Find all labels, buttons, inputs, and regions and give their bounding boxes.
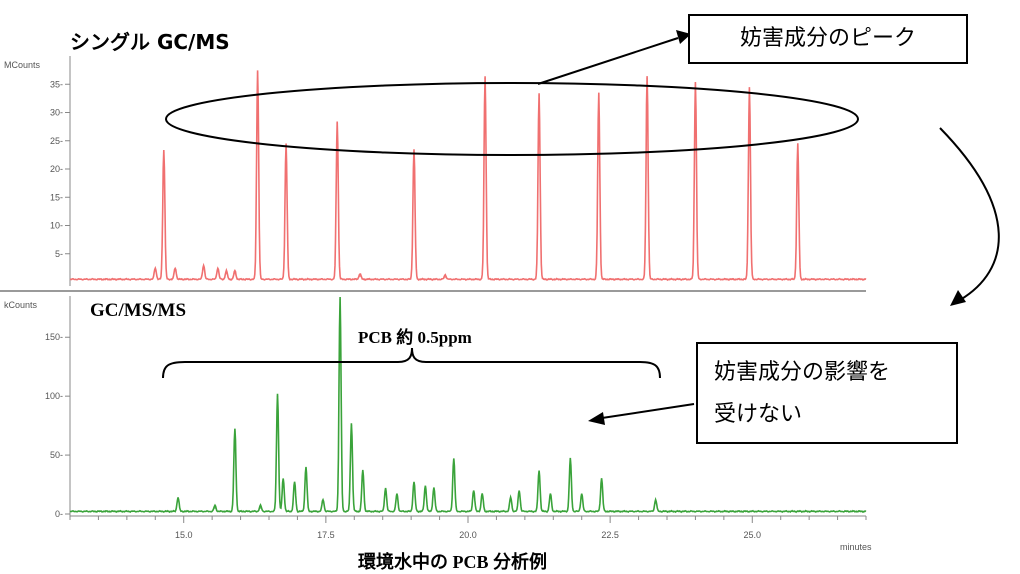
bottom-peak-point — [234, 430, 236, 433]
pcb-range-brace — [162, 347, 661, 379]
top-peak-point — [174, 269, 176, 272]
bottom-peak-point — [350, 424, 353, 427]
top-y-tick-label: 35- — [50, 79, 63, 89]
top-peak-point — [694, 83, 697, 86]
callout-bottom-arrow-line — [601, 403, 695, 419]
bottom-peak-point — [339, 298, 341, 301]
bottom-peak-point — [481, 495, 484, 498]
top-y-tick-label: 15- — [50, 192, 63, 202]
bottom-peak-point — [214, 507, 216, 509]
bottom-peak-point — [580, 495, 583, 498]
callout-top-arrowhead — [676, 30, 691, 44]
top-panel-title: シングル GC/MS — [70, 30, 230, 54]
top-peak-point — [646, 77, 648, 80]
top-peak-point — [444, 276, 447, 279]
axes-group: MCounts 5- 10- 15- 20- 25- 30- 35- kCounts 0- 50- 1… — [0, 56, 872, 552]
bottom-y-axis-unit: kCounts — [4, 300, 38, 310]
bottom-peak-point — [396, 495, 398, 498]
bottom-peak-point — [177, 499, 179, 501]
top-y-tick-label: 30- — [50, 108, 63, 118]
top-peak-point — [202, 267, 205, 269]
bottom-peak-point — [549, 495, 552, 498]
curved-arrow-line — [939, 127, 1000, 301]
bottom-peak-point — [538, 471, 540, 474]
x-tick-label: 17.5 — [317, 530, 335, 540]
top-peak-point — [748, 89, 751, 91]
top-y-tick-label: 5- — [55, 249, 63, 259]
no-interference-text-line2: 受けない — [714, 402, 803, 427]
bottom-peak-point — [569, 460, 572, 462]
callout-top-arrow-line — [537, 37, 679, 85]
top-y-tick-label: 20- — [50, 164, 63, 174]
no-interference-callout: 妨害成分の影響を 受けない — [696, 342, 958, 444]
top-peak-point — [225, 272, 228, 275]
bottom-y-tick-label: 50- — [50, 450, 63, 460]
top-peak-point — [256, 72, 259, 74]
x-tick-label: 22.5 — [601, 530, 619, 540]
bottom-peak-point — [413, 483, 415, 486]
top-peak-point — [538, 94, 540, 97]
bottom-peak-point — [424, 487, 427, 489]
bottom-peak-point — [293, 483, 296, 486]
bottom-y-tick-label: 100- — [45, 391, 63, 401]
bottom-y-tick-label: 150- — [45, 332, 63, 342]
bottom-y-tick-label: 0- — [55, 509, 63, 519]
x-axis-unit: minutes — [840, 542, 872, 552]
top-y-tick-label: 10- — [50, 221, 63, 231]
top-peak-point — [217, 269, 219, 272]
bottom-peak-point — [305, 468, 307, 471]
bottom-peak-point — [362, 471, 364, 474]
interference-peaks-callout: 妨害成分のピーク — [688, 14, 968, 64]
callout-bottom-arrowhead — [588, 412, 605, 425]
top-trace-line — [69, 70, 867, 282]
top-peak-point — [336, 123, 339, 125]
curved-arrowhead — [950, 290, 966, 306]
bottom-peak-point — [654, 501, 657, 504]
top-y-tick-label: 25- — [50, 136, 63, 146]
top-peak-point — [359, 275, 361, 278]
bottom-peak-point — [282, 480, 285, 482]
top-peak-point — [597, 94, 600, 97]
interference-peaks-text: 妨害成分のピーク — [739, 26, 916, 51]
bottom-peak-point — [518, 491, 520, 494]
bottom-peak-point — [472, 491, 475, 494]
bottom-panel-title: GC/MS/MS — [90, 300, 187, 321]
bottom-peak-point — [452, 460, 455, 462]
x-tick-label: 25.0 — [744, 530, 762, 540]
no-interference-text-line1: 妨害成分の影響を — [714, 360, 891, 385]
top-y-axis-unit: MCounts — [4, 60, 41, 70]
top-peak-point — [796, 145, 799, 148]
bottom-trace-line — [69, 296, 867, 514]
top-peak-point — [163, 151, 165, 153]
bottom-peak-point — [600, 480, 603, 482]
annotations-group — [162, 30, 1000, 425]
bottom-peak-point — [322, 501, 324, 504]
traces-group — [69, 70, 867, 514]
bottom-peak-point — [509, 499, 512, 501]
bottom-peak-point — [276, 395, 279, 397]
bottom-peak-point — [384, 489, 387, 492]
top-peak-point — [484, 77, 486, 80]
interference-peaks-ellipse — [165, 82, 859, 156]
figure-caption: 環境水中の PCB 分析例 — [358, 552, 547, 572]
pcb-concentration-label: PCB 約 0.5ppm — [358, 328, 472, 347]
top-peak-point — [413, 151, 415, 153]
top-peak-point — [154, 269, 157, 272]
x-tick-label: 15.0 — [175, 530, 193, 540]
bottom-peak-point — [259, 507, 262, 509]
x-tick-label: 20.0 — [459, 530, 477, 540]
top-peak-point — [234, 272, 236, 275]
bottom-peak-point — [433, 489, 435, 492]
